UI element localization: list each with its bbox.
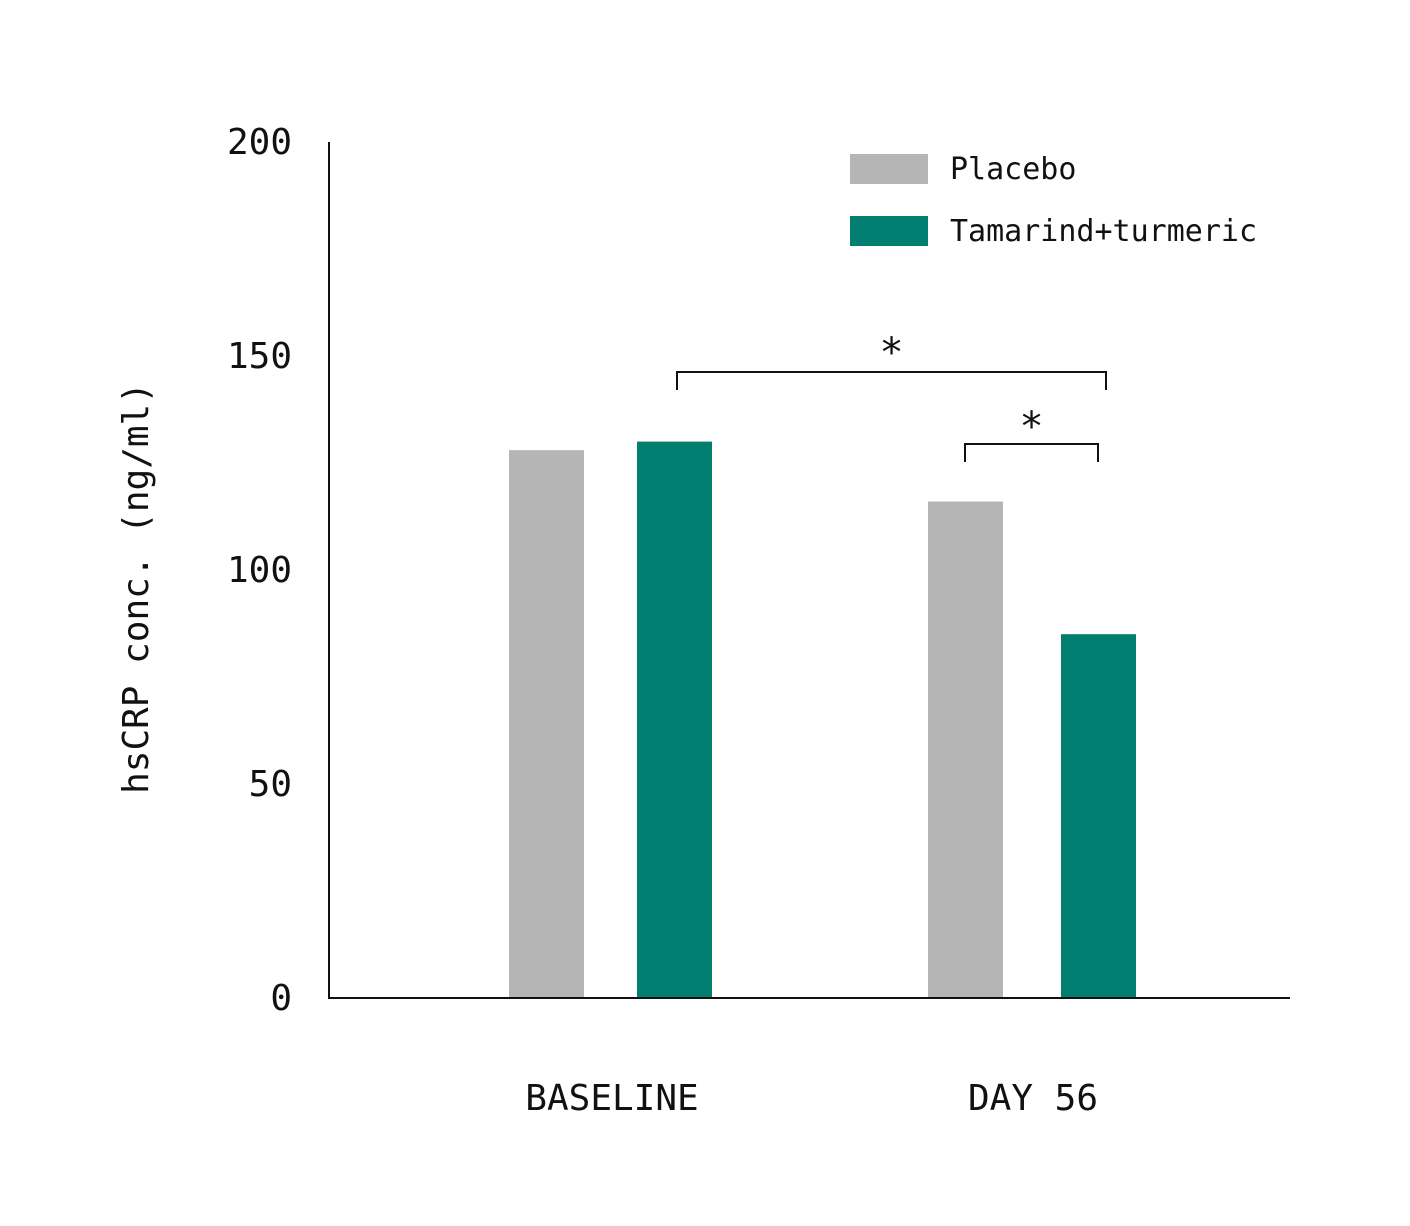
bar-baseline-treatment xyxy=(637,441,712,999)
y-axis-ticks: 0 50 100 150 200 xyxy=(227,122,292,1019)
significance-brackets: ** xyxy=(676,330,1107,462)
y-tick-label: 100 xyxy=(227,550,292,591)
significance-star: * xyxy=(879,330,903,376)
x-category-label: BASELINE xyxy=(525,1078,698,1119)
y-tick-label: 150 xyxy=(227,336,292,377)
x-axis-categories: BASELINE DAY 56 xyxy=(525,1078,1098,1119)
legend-swatch xyxy=(850,154,928,184)
bar-day-56-placebo xyxy=(928,501,1003,998)
legend-swatch xyxy=(850,216,928,246)
significance-star: * xyxy=(1019,404,1043,450)
x-category-label: DAY 56 xyxy=(968,1078,1098,1119)
legend-label: Tamarind+turmeric xyxy=(950,214,1257,249)
significance-bracket xyxy=(676,371,1107,390)
significance-bracket xyxy=(964,443,1099,462)
y-axis-label: hsCRP conc. (ng/ml) xyxy=(116,382,157,794)
bar-baseline-placebo xyxy=(509,450,584,998)
bars xyxy=(509,441,1136,999)
y-tick-label: 200 xyxy=(227,122,292,163)
legend: Placebo Tamarind+turmeric xyxy=(850,152,1257,249)
bar-day-56-treatment xyxy=(1061,634,1136,998)
legend-label: Placebo xyxy=(950,152,1076,187)
y-tick-label: 0 xyxy=(270,978,292,1019)
y-tick-label: 50 xyxy=(249,764,292,805)
